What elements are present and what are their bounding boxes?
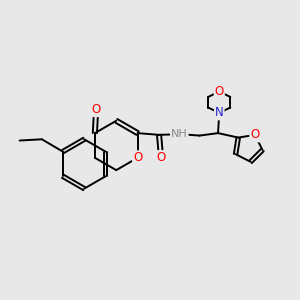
Text: O: O bbox=[133, 151, 142, 164]
Text: O: O bbox=[250, 128, 260, 141]
Text: NH: NH bbox=[171, 129, 188, 140]
Text: O: O bbox=[92, 103, 101, 116]
Text: O: O bbox=[214, 85, 224, 98]
Text: N: N bbox=[215, 106, 224, 119]
Text: O: O bbox=[156, 151, 166, 164]
